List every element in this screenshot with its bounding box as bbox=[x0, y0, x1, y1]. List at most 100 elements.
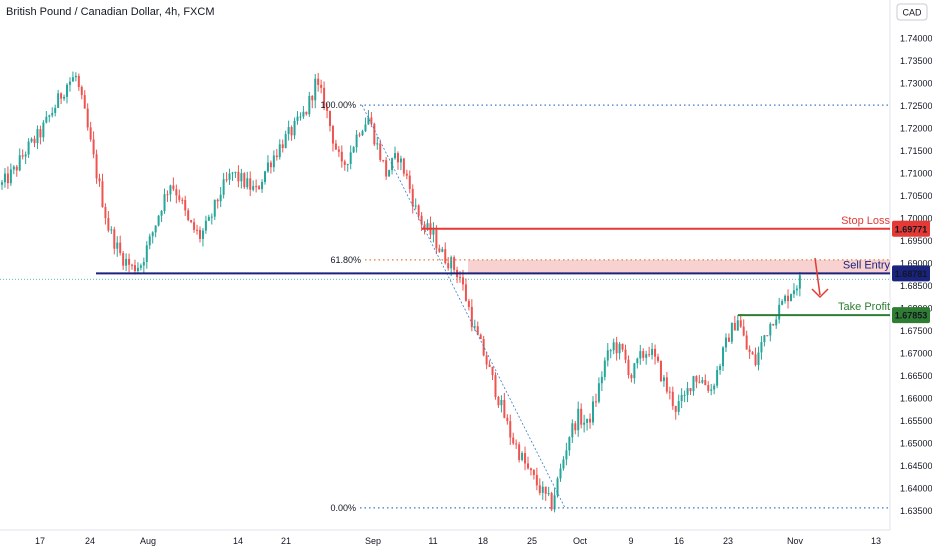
take-profit-price-badge bbox=[892, 307, 930, 324]
candle-body bbox=[414, 205, 417, 207]
candle-body bbox=[642, 351, 645, 358]
candle-body bbox=[408, 175, 411, 189]
candle-body bbox=[784, 295, 787, 302]
candle-body bbox=[391, 158, 394, 171]
candle-body bbox=[704, 380, 707, 386]
candle-body bbox=[225, 179, 228, 181]
candle-body bbox=[645, 354, 648, 358]
candle-body bbox=[402, 158, 405, 174]
sell-entry-price-label: 1.68781 bbox=[895, 269, 928, 279]
candle-body bbox=[775, 319, 778, 326]
candle-body bbox=[193, 222, 196, 230]
candle-body bbox=[340, 151, 343, 162]
candle-body bbox=[568, 437, 571, 451]
candle-body bbox=[388, 170, 391, 177]
candle-body bbox=[308, 95, 311, 115]
candle-body bbox=[491, 366, 494, 376]
time-tick-label: 18 bbox=[478, 536, 488, 546]
candle-body bbox=[331, 126, 334, 144]
candle-body bbox=[136, 267, 139, 272]
candle-body bbox=[74, 75, 77, 78]
candle-body bbox=[296, 116, 299, 121]
price-axis[interactable]: CAD 1.74000 1.73500 1.73000 1.72500 1.72000 1.… bbox=[889, 0, 932, 530]
candle-body bbox=[583, 422, 586, 425]
candle-body bbox=[337, 149, 340, 152]
candle-body bbox=[113, 229, 116, 249]
candle-body bbox=[190, 220, 193, 223]
time-tick-label: 11 bbox=[428, 536, 437, 546]
candle-body bbox=[556, 478, 559, 496]
candle-body bbox=[80, 86, 83, 96]
candle-body bbox=[107, 218, 110, 231]
candle-body bbox=[255, 186, 258, 188]
candle-body bbox=[778, 304, 781, 320]
candle-body bbox=[343, 161, 346, 165]
time-tick-label: Sep bbox=[365, 536, 381, 546]
candle-body bbox=[680, 394, 683, 402]
candle-body bbox=[571, 423, 574, 438]
candle-body bbox=[636, 358, 639, 364]
candle-body bbox=[586, 418, 589, 423]
candle-body bbox=[329, 110, 332, 127]
price-tick-label: 1.69500 bbox=[900, 236, 932, 246]
price-tick-label: 1.74000 bbox=[900, 34, 932, 44]
time-tick-label: Aug bbox=[140, 536, 156, 546]
candle-body bbox=[751, 352, 754, 355]
candle-body bbox=[154, 225, 157, 233]
candle-body bbox=[748, 349, 751, 353]
candle-body bbox=[621, 343, 624, 350]
candle-body bbox=[394, 153, 397, 159]
candle-body bbox=[565, 450, 568, 460]
time-tick-label: 16 bbox=[674, 536, 684, 546]
time-axis[interactable]: 17 24 Aug 14 21 Sep 11 18 25 Oct 9 16 23 Nov 13 bbox=[0, 529, 890, 546]
candle-body bbox=[698, 381, 701, 383]
candle-body bbox=[766, 335, 769, 337]
candle-body bbox=[370, 117, 373, 124]
candle-body bbox=[68, 81, 71, 85]
candle-body bbox=[163, 194, 166, 211]
candle-body bbox=[618, 343, 621, 354]
candle-body bbox=[98, 178, 101, 182]
candle-body bbox=[606, 350, 609, 361]
annotations: 100.00% 61.80% 0.00% Stop Loss Sell Entry Tak… bbox=[0, 100, 890, 513]
candle-body bbox=[27, 141, 30, 155]
candle-body bbox=[237, 171, 240, 182]
candle-body bbox=[624, 349, 627, 360]
candle-body bbox=[184, 199, 187, 211]
candle-body bbox=[597, 383, 600, 402]
candle-body bbox=[66, 84, 69, 97]
candle-body bbox=[515, 443, 518, 445]
candle-body bbox=[349, 152, 352, 164]
candle-body bbox=[727, 337, 730, 342]
candle-body bbox=[459, 277, 462, 279]
candle-body bbox=[695, 376, 698, 382]
candle-body bbox=[730, 322, 733, 342]
candle-body bbox=[550, 493, 553, 510]
plot-area bbox=[1, 71, 801, 513]
candle-body bbox=[482, 339, 485, 356]
candle-body bbox=[529, 468, 532, 471]
candle-body bbox=[648, 354, 651, 356]
candle-body bbox=[355, 134, 358, 148]
candle-body bbox=[757, 352, 760, 365]
candle-body bbox=[240, 173, 243, 182]
currency-badge[interactable] bbox=[896, 3, 928, 21]
candle-body bbox=[615, 342, 618, 354]
candle-body bbox=[781, 301, 784, 305]
candle-body bbox=[464, 284, 467, 301]
candle-body bbox=[488, 364, 491, 367]
time-tick-label: 24 bbox=[85, 536, 95, 546]
candle-body bbox=[373, 123, 376, 145]
candle-body bbox=[742, 326, 745, 336]
candle-body bbox=[364, 124, 367, 132]
candle-body bbox=[385, 160, 388, 177]
candle-body bbox=[320, 84, 323, 88]
candle-body bbox=[665, 377, 668, 392]
candle-body bbox=[86, 108, 89, 128]
candle-body bbox=[275, 155, 278, 158]
candle-body bbox=[760, 342, 763, 353]
candle-body bbox=[166, 194, 169, 196]
candle-body bbox=[24, 154, 27, 157]
candle-body bbox=[145, 245, 148, 263]
